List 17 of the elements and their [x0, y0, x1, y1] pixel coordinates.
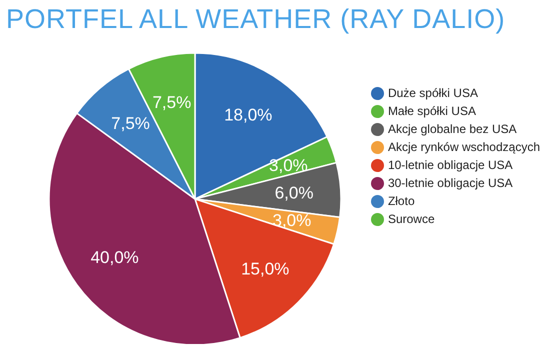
data-label: 40,0%: [90, 248, 139, 267]
legend-label: 30-letnie obligacje USA: [388, 176, 513, 190]
data-label: 7,5%: [111, 114, 150, 134]
data-label: 3,0%: [272, 211, 312, 230]
legend-label: Małe spółki USA: [388, 104, 476, 118]
data-label: 6,0%: [274, 183, 314, 202]
data-label: 15,0%: [241, 260, 290, 279]
data-label: 18,0%: [224, 106, 272, 125]
legend-label: Surowce: [388, 212, 435, 226]
data-label: 3,0%: [269, 156, 308, 175]
legend-label: Akcje globalne bez USA: [388, 122, 517, 136]
chart-title: PORTFEL ALL WEATHER (RAY DALIO): [6, 4, 506, 35]
legend-label: 10-letnie obligacje USA: [388, 158, 513, 172]
legend-label: Złoto: [388, 194, 415, 208]
data-label: 7,5%: [152, 92, 192, 112]
legend-label: Duże spółki USA: [388, 86, 478, 100]
legend-label: Akcje rynków wschodzących: [388, 140, 540, 154]
